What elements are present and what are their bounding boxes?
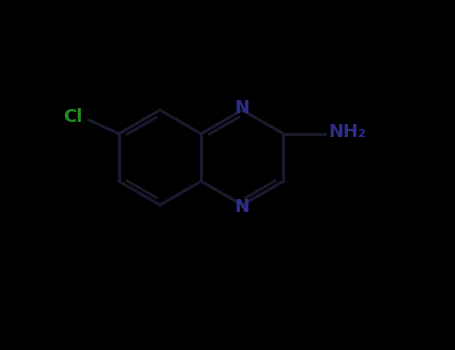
Text: N: N (235, 198, 250, 216)
Text: N: N (235, 99, 250, 117)
Text: NH₂: NH₂ (329, 123, 366, 141)
Text: Cl: Cl (63, 108, 82, 126)
